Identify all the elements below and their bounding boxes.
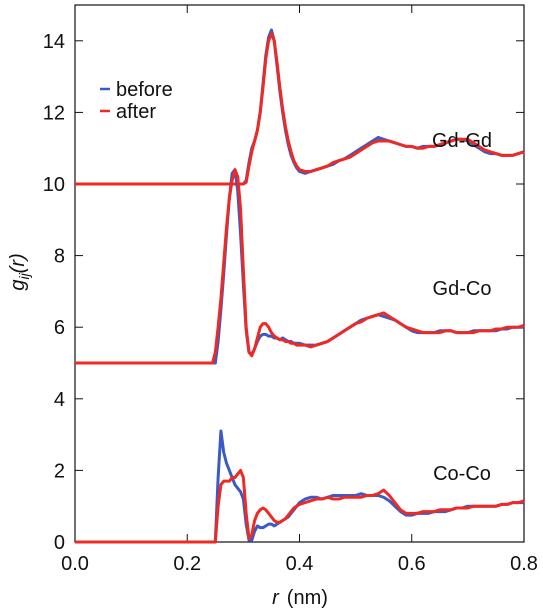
y-label-base: g (7, 280, 29, 291)
y-tick-label: 0 (54, 532, 65, 554)
y-label-rest: (r) (7, 253, 29, 273)
series-line (75, 468, 525, 544)
x-tick-label: 0.4 (286, 553, 314, 575)
x-label-unit: (nm) (287, 587, 328, 609)
y-tick-label: 2 (54, 460, 65, 482)
x-tick-label: 0.6 (398, 553, 426, 575)
y-tick-label: 10 (43, 174, 65, 196)
annotation: Gd-Gd (432, 130, 492, 152)
y-axis-label: gij(r) (7, 253, 32, 290)
legend-label: after (116, 101, 156, 123)
x-label-var: r (272, 587, 280, 609)
x-tick-label: 0.8 (510, 553, 538, 575)
legend-label: before (116, 79, 173, 101)
series-line (75, 168, 525, 365)
y-tick-label: 12 (43, 102, 65, 124)
x-axis-label: r (nm) (272, 587, 328, 609)
y-tick-label: 14 (43, 31, 65, 53)
x-tick-label: 0.2 (173, 553, 201, 575)
annotation: Co-Co (433, 463, 491, 485)
x-tick-label: 0.0 (61, 553, 89, 575)
annotation: Gd-Co (433, 278, 492, 300)
y-tick-label: 4 (54, 389, 65, 411)
y-tick-label: 8 (54, 246, 65, 268)
series-line (75, 429, 524, 544)
y-tick-label: 6 (54, 317, 65, 339)
y-label-sub: ij (16, 272, 32, 279)
